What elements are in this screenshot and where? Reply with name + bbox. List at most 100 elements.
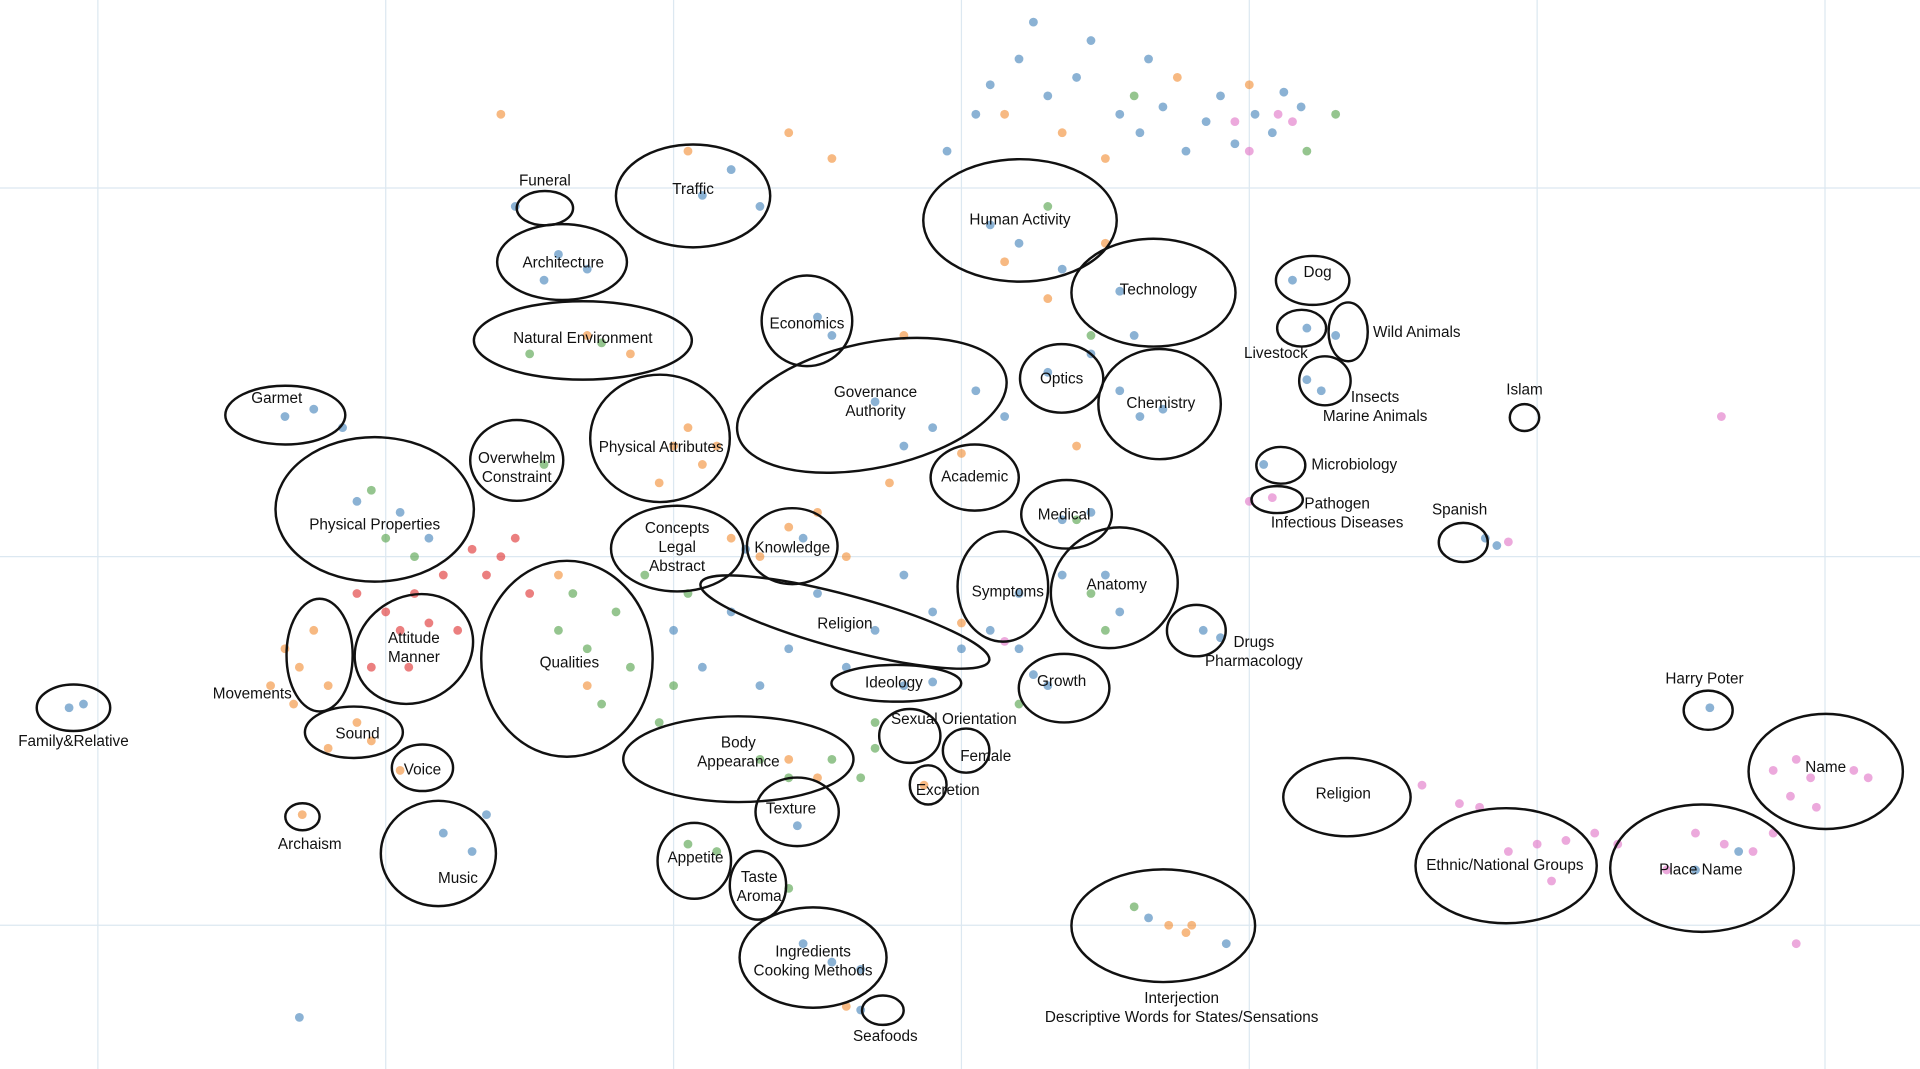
- cluster-label: Overwhelm: [478, 450, 555, 467]
- point: [1135, 128, 1145, 138]
- cluster-ring: [1414, 806, 1598, 925]
- cluster-ring: [1049, 526, 1179, 650]
- point: [1417, 780, 1427, 790]
- point: [957, 448, 966, 458]
- point: [1028, 670, 1038, 679]
- point: [957, 644, 966, 654]
- cluster-ring: [1165, 603, 1227, 658]
- point: [1532, 839, 1542, 849]
- point: [366, 662, 376, 672]
- point: [1115, 286, 1125, 296]
- cluster-ring: [588, 373, 732, 504]
- point: [1086, 36, 1096, 45]
- point: [395, 766, 405, 775]
- point: [1250, 109, 1260, 119]
- cluster-label: Excretion: [916, 782, 980, 799]
- point: [755, 202, 765, 211]
- point: [985, 625, 995, 635]
- cluster-ring: [929, 443, 1021, 512]
- cluster-ring: [224, 384, 347, 446]
- point: [482, 810, 491, 820]
- point: [1811, 802, 1821, 812]
- point: [404, 662, 414, 672]
- point: [467, 847, 477, 856]
- cluster-label: Ingredients: [775, 944, 851, 961]
- point: [1198, 625, 1208, 635]
- point: [1014, 589, 1024, 598]
- cluster-label: Sexual Orientation: [891, 711, 1017, 728]
- cluster-label: Microbiology: [1311, 456, 1397, 473]
- point: [1000, 412, 1010, 421]
- point: [1172, 73, 1182, 82]
- cluster-label: Technology: [1120, 281, 1198, 298]
- point: [784, 644, 794, 654]
- point: [1201, 117, 1211, 127]
- cluster-ring: [1017, 652, 1111, 724]
- point: [1129, 331, 1139, 340]
- point: [266, 681, 275, 691]
- cluster-label: Pathogen: [1304, 496, 1370, 513]
- point: [1288, 117, 1297, 127]
- cluster-ring: [1274, 254, 1351, 307]
- cluster-ring: [285, 597, 354, 713]
- point: [597, 338, 607, 348]
- cluster-ring: [956, 530, 1050, 643]
- cluster-label: Cooking Methods: [754, 963, 873, 980]
- cluster-label: Economics: [770, 316, 845, 333]
- point: [726, 165, 736, 174]
- cluster-label: Governance: [834, 384, 917, 401]
- point: [1547, 876, 1556, 886]
- point: [79, 699, 88, 709]
- cluster-ring: [941, 727, 991, 774]
- cluster-label: Drugs: [1233, 634, 1274, 651]
- point: [1561, 836, 1571, 845]
- point: [870, 397, 880, 407]
- point: [1279, 87, 1289, 97]
- cluster-label: Voice: [404, 761, 441, 778]
- point: [1230, 139, 1240, 149]
- point: [1455, 799, 1464, 808]
- point: [1806, 773, 1816, 783]
- point: [928, 607, 938, 617]
- point: [1786, 791, 1795, 801]
- point: [669, 681, 678, 691]
- cluster-ring: [274, 435, 476, 583]
- point: [1043, 367, 1053, 377]
- cluster-label: Abstract: [649, 558, 706, 575]
- cluster-label: Authority: [845, 403, 906, 420]
- point: [395, 625, 405, 635]
- cluster-label: Garmet: [251, 390, 303, 407]
- cluster-ring: [1437, 521, 1489, 564]
- cluster-label: Symptoms: [972, 584, 1045, 601]
- cluster-ring: [35, 683, 112, 733]
- point: [1691, 865, 1700, 875]
- point: [582, 644, 592, 654]
- cluster-label: Music: [438, 870, 478, 887]
- point: [899, 570, 909, 580]
- cluster-label: Marine Animals: [1323, 408, 1428, 425]
- cluster-label: Wild Animals: [1373, 324, 1461, 341]
- point: [1691, 828, 1700, 838]
- cluster-ring: [390, 743, 455, 793]
- point: [467, 544, 477, 554]
- cluster-label: Traffic: [672, 181, 714, 198]
- cluster-ring: [614, 143, 772, 249]
- point: [1216, 91, 1225, 101]
- cluster-label: Physical Attributes: [599, 439, 724, 456]
- cluster-label: Physical Properties: [309, 516, 440, 533]
- cluster-label: Concepts: [645, 520, 710, 537]
- point: [1181, 146, 1191, 156]
- point: [928, 677, 938, 687]
- cluster-label: Taste: [741, 869, 778, 886]
- point: [1135, 412, 1145, 421]
- cluster-ring: [1250, 484, 1305, 515]
- cluster-label: Movements: [213, 685, 292, 702]
- point: [1244, 80, 1254, 90]
- point: [438, 828, 448, 838]
- point: [1014, 238, 1024, 248]
- point: [1086, 589, 1096, 598]
- point: [1057, 515, 1067, 525]
- cluster-label: Human Activity: [969, 211, 1071, 228]
- point: [1115, 109, 1125, 119]
- point: [726, 533, 736, 543]
